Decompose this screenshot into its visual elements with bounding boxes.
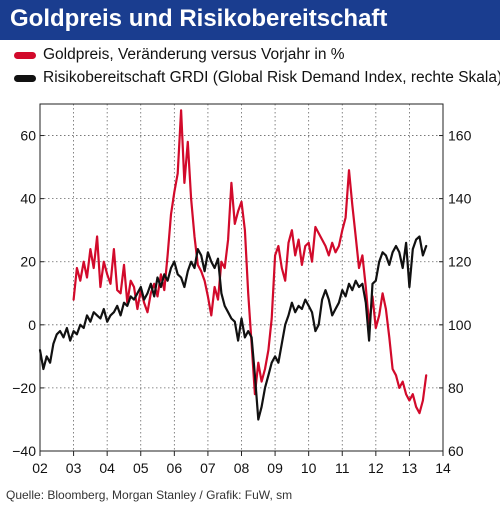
x-tick-label: 11 (335, 460, 350, 476)
left-axis-ticks: 60 40 20 0 −20 −40 (12, 128, 44, 459)
x-tick-label: 08 (234, 460, 250, 476)
left-tick-label: 60 (20, 128, 36, 144)
right-tick-label: 80 (448, 380, 464, 396)
series-lines (38, 109, 428, 421)
x-tick-label: 06 (167, 460, 183, 476)
x-tick-label: 09 (267, 460, 283, 476)
left-tick-label: 40 (20, 191, 36, 207)
x-tick-label: 03 (66, 460, 82, 476)
source-note: Quelle: Bloomberg, Morgan Stanley / Graf… (6, 488, 293, 502)
x-tick-label: 07 (200, 460, 216, 476)
right-tick-label: 60 (448, 443, 464, 459)
title-bar: Goldpreis und Risikobereitschaft (0, 0, 500, 40)
left-tick-label: −20 (12, 380, 36, 396)
legend-swatch-grdi (14, 74, 36, 82)
left-tick-label: −40 (12, 443, 36, 459)
x-axis-ticks: 02 03 04 05 06 07 08 09 10 11 12 13 14 (32, 451, 451, 476)
legend-label-gold: Goldpreis, Veränderung versus Vorjahr in… (43, 46, 345, 63)
x-tick-label: 10 (301, 460, 317, 476)
legend-item-gold: Goldpreis, Veränderung versus Vorjahr in… (14, 44, 345, 66)
x-tick-label: 05 (133, 460, 149, 476)
series-line-grdi (38, 235, 428, 421)
x-tick-label: 04 (99, 460, 115, 476)
legend-item-grdi: Risikobereitschaft GRDI (Global Risk Dem… (14, 67, 500, 89)
x-tick-label: 02 (32, 460, 48, 476)
right-tick-label: 100 (448, 317, 472, 333)
x-tick-label: 13 (402, 460, 418, 476)
right-axis-ticks: 160 140 120 100 80 60 (439, 128, 472, 459)
x-tick-label: 14 (435, 460, 451, 476)
x-tick-label: 12 (368, 460, 384, 476)
left-tick-label: 20 (20, 254, 36, 270)
right-tick-label: 160 (448, 128, 472, 144)
series-line-gold (72, 109, 428, 415)
legend-swatch-gold (14, 51, 36, 59)
right-tick-label: 120 (448, 254, 472, 270)
chart-title: Goldpreis und Risikobereitschaft (10, 5, 388, 32)
legend-label-grdi: Risikobereitschaft GRDI (Global Risk Dem… (43, 69, 500, 86)
right-tick-label: 140 (448, 191, 472, 207)
left-tick-label: 0 (28, 317, 36, 333)
